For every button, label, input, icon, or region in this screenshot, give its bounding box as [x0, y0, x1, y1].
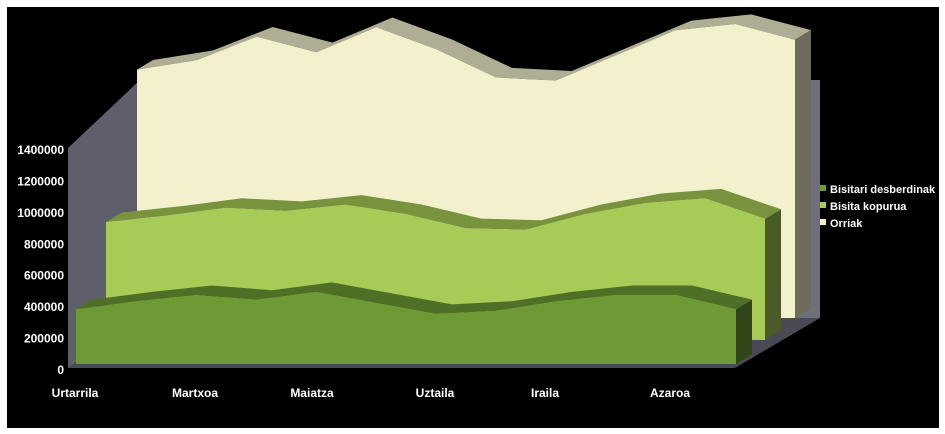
x-tick-label: Maiatza [290, 386, 334, 400]
y-tick-label: 1200000 [17, 174, 64, 188]
legend-label: Orriak [830, 218, 863, 230]
area-side-0 [795, 30, 811, 318]
legend-swatch [820, 219, 826, 225]
legend-swatch [820, 202, 826, 208]
legend-label: Bisita kopurua [830, 201, 907, 213]
y-tick-label: 600000 [24, 269, 64, 283]
area-front-2 [76, 292, 736, 364]
x-axis: Urtarrila Martxoa Maiatza Uztaila Iraila Azar… [52, 386, 691, 400]
area-ridge-2 [76, 282, 752, 314]
series-areas [75, 14, 811, 364]
legend-swatch [820, 185, 826, 191]
x-tick-label: Martxoa [172, 386, 218, 400]
y-axis: 0 200000 400000 600000 800000 1000000 1200000 1… [17, 143, 64, 377]
y-tick-label: 0 [57, 363, 64, 377]
legend: Bisitari desberdinak Bisita kopurua Orriak [820, 184, 936, 230]
y-tick-label: 200000 [24, 332, 64, 346]
area-side-2 [736, 299, 752, 364]
y-tick-label: 1400000 [17, 143, 64, 157]
x-tick-label: Uztaila [416, 386, 455, 400]
x-tick-label: Urtarrila [52, 386, 99, 400]
legend-label: Bisitari desberdinak [830, 184, 936, 196]
area-ridge-1 [106, 188, 781, 230]
area-ridge-0 [137, 14, 811, 81]
x-tick-label: Azaroa [650, 386, 690, 400]
y-tick-label: 800000 [24, 237, 64, 251]
y-tick-label: 1000000 [17, 206, 64, 220]
y-tick-label: 400000 [24, 300, 64, 314]
area-side-1 [765, 209, 781, 340]
x-tick-label: Iraila [531, 386, 559, 400]
